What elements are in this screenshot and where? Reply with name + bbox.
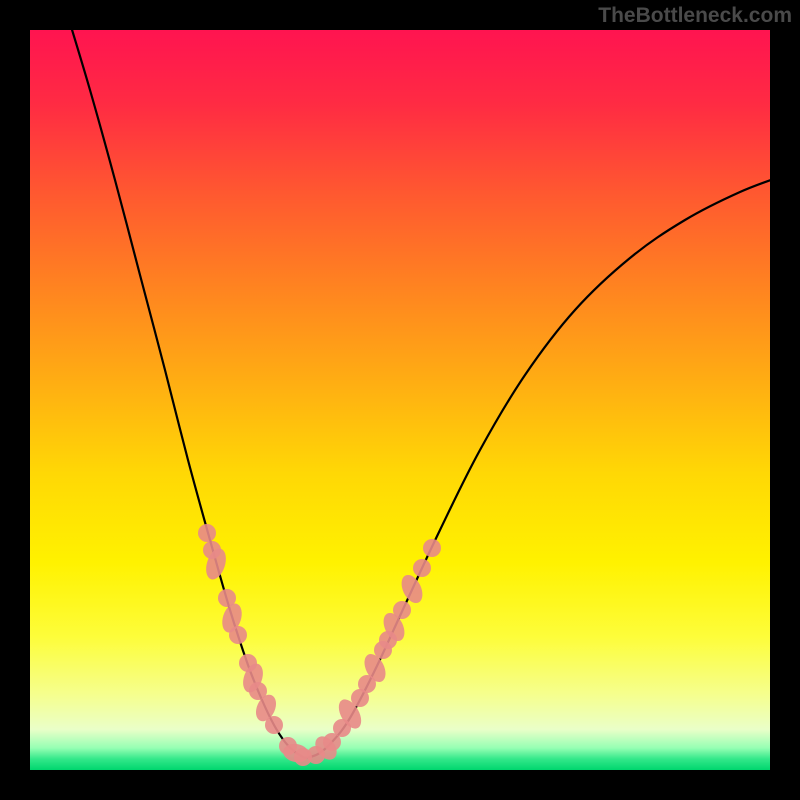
data-marker [279, 737, 297, 755]
data-marker [265, 716, 283, 734]
data-marker [393, 601, 411, 619]
data-marker [307, 746, 325, 764]
data-marker [203, 541, 221, 559]
data-marker [229, 626, 247, 644]
watermark-text: TheBottleneck.com [598, 4, 792, 28]
data-marker [358, 675, 376, 693]
data-marker [218, 589, 236, 607]
chart-svg [30, 30, 770, 770]
data-marker [198, 524, 216, 542]
data-marker [413, 559, 431, 577]
data-marker [249, 682, 267, 700]
data-marker [239, 654, 257, 672]
data-marker [379, 631, 397, 649]
plot-area [30, 30, 770, 770]
data-marker [423, 539, 441, 557]
data-marker [333, 719, 351, 737]
chart-frame: TheBottleneck.com [0, 0, 800, 800]
gradient-background [30, 30, 770, 770]
